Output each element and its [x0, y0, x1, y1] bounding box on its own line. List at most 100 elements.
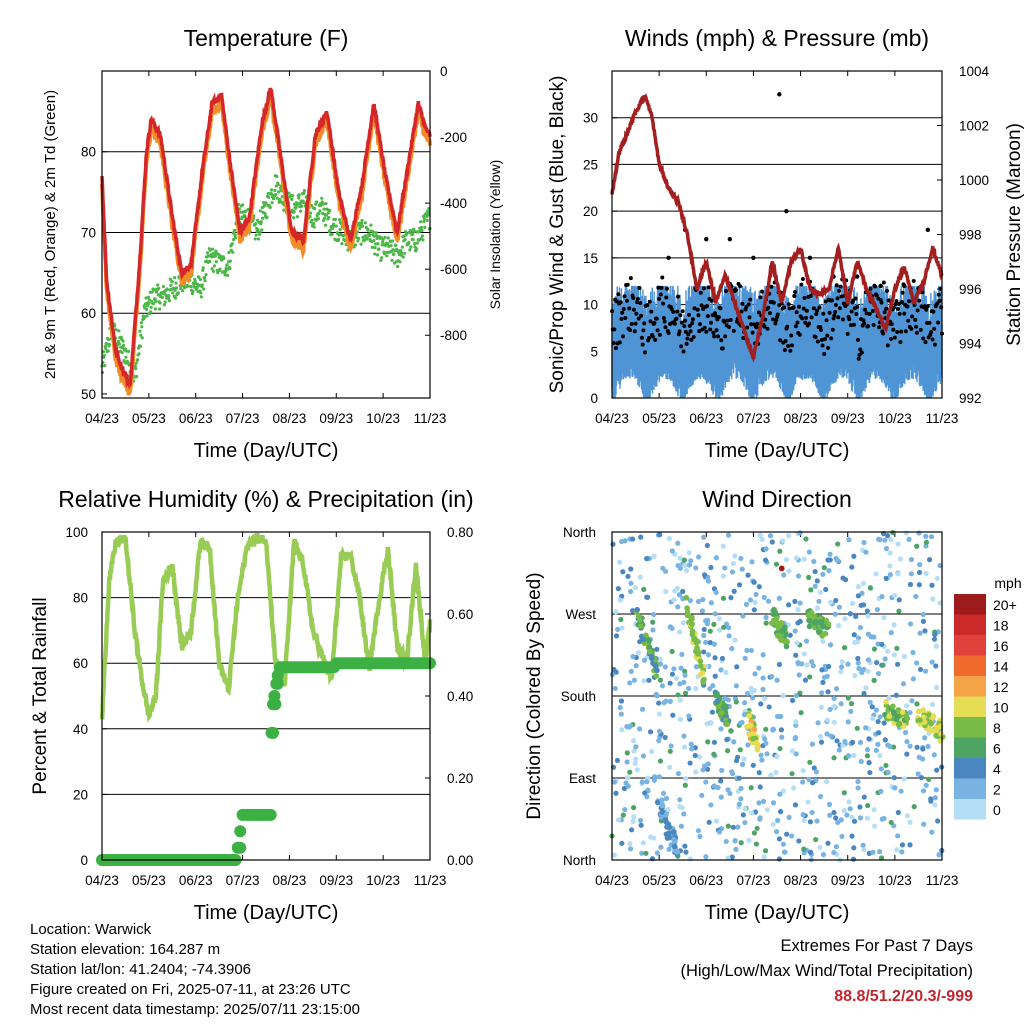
gust-point — [782, 305, 787, 310]
dewpoint-point — [373, 252, 377, 256]
direction-point — [855, 655, 861, 662]
gust-point — [914, 324, 919, 329]
dewpoint-point — [116, 339, 120, 343]
gust-point — [624, 298, 629, 303]
direction-point — [657, 656, 663, 662]
direction-point — [656, 774, 662, 780]
elevation-text: Station elevation: 164.287 m — [30, 941, 221, 958]
dewpoint-point — [399, 251, 404, 255]
direction-point — [865, 668, 871, 674]
direction-point — [775, 632, 781, 639]
direction-point — [675, 770, 682, 777]
direction-point — [618, 698, 625, 704]
dewpoint-point — [297, 193, 301, 197]
direction-point — [922, 668, 929, 674]
direction-point — [686, 562, 693, 568]
direction-point — [932, 795, 938, 801]
direction-point — [814, 818, 820, 824]
direction-point — [853, 613, 859, 620]
direction-point — [697, 833, 703, 840]
direction-point — [882, 656, 888, 662]
direction-point — [896, 597, 902, 603]
gust-point — [684, 341, 689, 346]
direction-point — [627, 769, 633, 775]
gust-point — [815, 339, 820, 344]
dewpoint-point — [117, 329, 121, 333]
direction-point — [649, 749, 655, 755]
direction-point — [827, 812, 833, 818]
x-tick-label: 10/23 — [878, 411, 912, 426]
direction-point — [900, 681, 907, 687]
direction-point — [882, 537, 888, 543]
y2-tick-label: -400 — [440, 196, 467, 211]
direction-point — [682, 843, 688, 849]
dewpoint-point — [320, 196, 324, 200]
direction-point — [911, 804, 917, 810]
y2-tick-label: 0.80 — [447, 525, 473, 540]
gust-point — [671, 309, 676, 314]
x-tick-label: 04/23 — [595, 411, 629, 426]
dewpoint-point — [253, 237, 257, 241]
direction-point — [815, 720, 821, 726]
direction-point — [782, 849, 788, 855]
direction-point — [855, 785, 861, 791]
direction-point — [895, 571, 901, 577]
direction-point — [738, 720, 744, 726]
direction-point — [885, 648, 891, 654]
direction-point — [615, 817, 622, 823]
direction-point — [733, 683, 740, 689]
dewpoint-point — [161, 284, 165, 289]
direction-point — [878, 766, 884, 772]
direction-point — [793, 751, 799, 757]
direction-point — [801, 846, 807, 852]
x-axis-label: Time (Day/UTC) — [705, 902, 850, 924]
direction-point — [804, 662, 810, 668]
gust-point — [778, 338, 783, 343]
direction-point — [789, 771, 795, 777]
direction-point — [890, 703, 896, 710]
direction-point — [639, 850, 645, 856]
gust-point — [622, 294, 627, 299]
x-tick-label: 06/23 — [179, 411, 213, 426]
direction-point — [795, 607, 801, 613]
gust-point — [932, 342, 937, 347]
direction-point — [819, 690, 825, 696]
dewpoint-point — [412, 242, 417, 246]
direction-point — [695, 828, 702, 834]
dewpoint-point — [423, 225, 427, 229]
direction-point — [722, 565, 728, 571]
dewpoint-point — [233, 228, 237, 232]
direction-point — [762, 736, 768, 742]
gust-point — [804, 308, 809, 313]
direction-point — [895, 833, 901, 839]
gust-point — [747, 315, 752, 320]
direction-point — [806, 574, 812, 580]
gust-point — [697, 329, 702, 334]
dewpoint-point — [139, 321, 143, 325]
direction-point — [907, 621, 914, 627]
direction-point — [666, 846, 672, 852]
gust-point — [688, 329, 693, 334]
gust-point — [687, 312, 691, 317]
direction-point — [835, 541, 841, 547]
gust-point — [632, 307, 636, 312]
gust-point — [675, 309, 680, 314]
direction-point — [641, 586, 647, 592]
direction-point — [624, 750, 630, 756]
direction-point — [902, 729, 909, 736]
direction-point — [710, 683, 716, 689]
dewpoint-point — [145, 304, 150, 308]
direction-point — [619, 538, 625, 545]
dewpoint-point — [420, 234, 425, 238]
direction-point — [700, 679, 706, 685]
direction-point — [831, 755, 837, 761]
direction-point — [777, 548, 783, 554]
direction-point — [764, 807, 770, 813]
direction-point — [928, 534, 935, 540]
gust-point — [625, 282, 630, 287]
gust-point — [862, 321, 867, 326]
direction-point — [909, 698, 915, 704]
gust-point — [819, 327, 823, 332]
legend-label: 6 — [993, 741, 1001, 757]
direction-point — [756, 665, 762, 671]
